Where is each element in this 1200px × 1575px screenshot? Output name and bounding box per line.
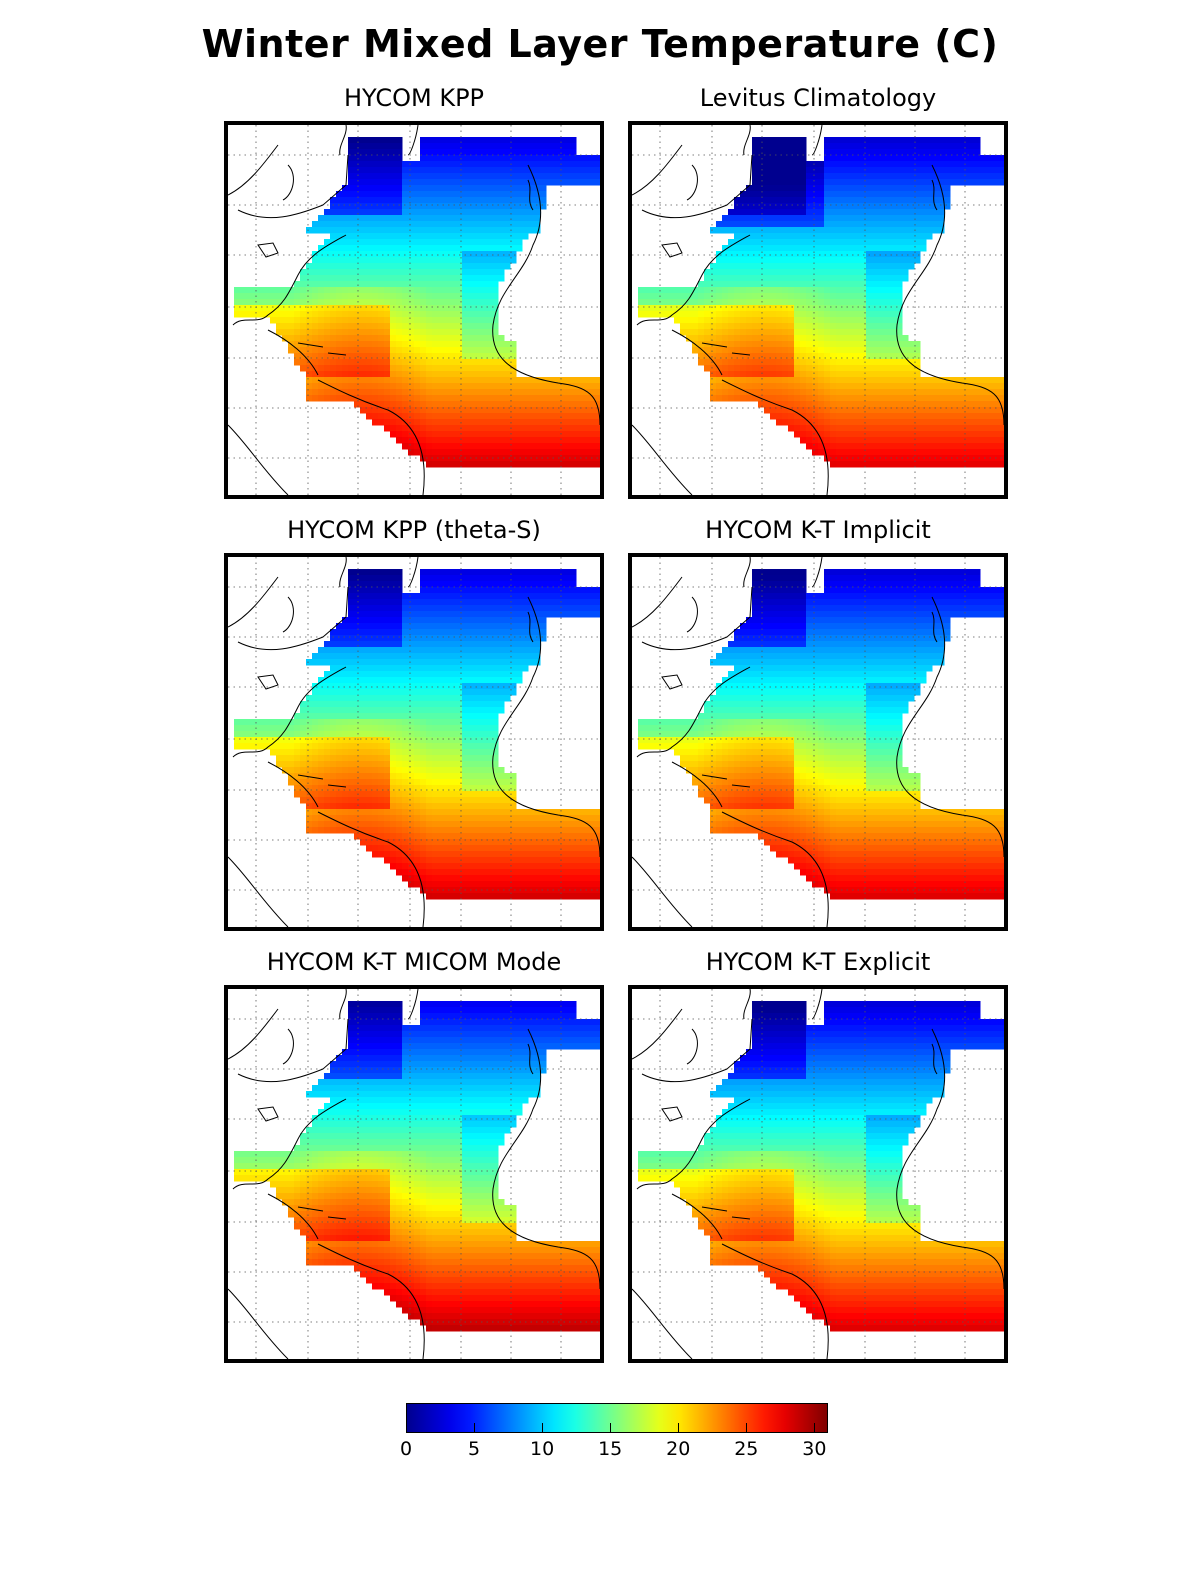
temperature-field — [638, 569, 1004, 900]
graticule — [632, 125, 1004, 495]
coastline — [228, 989, 600, 1359]
map-panel-hycom-kpp-theta-s — [224, 553, 604, 931]
colorbar-tick-label: 15 — [598, 1438, 623, 1460]
graticule — [228, 989, 600, 1359]
temperature-field — [234, 569, 600, 900]
temperature-field — [234, 137, 600, 468]
temperature-field — [234, 1001, 600, 1332]
map-panel-levitus — [628, 121, 1008, 499]
colorbar-tick — [814, 1423, 816, 1433]
colorbar-tick-label: 0 — [399, 1438, 413, 1460]
coastline — [632, 125, 1004, 495]
map-panel-kt-explicit — [628, 985, 1008, 1363]
colorbar-tick-label: 10 — [530, 1438, 555, 1460]
temperature-map — [228, 557, 600, 927]
colorbar-tick — [678, 1423, 680, 1433]
panel-title-hycom-kpp-theta-s: HYCOM KPP (theta-S) — [287, 516, 541, 544]
colorbar-tick — [746, 1423, 748, 1433]
temperature-field — [638, 1001, 1004, 1332]
map-panel-kt-implicit — [628, 553, 1008, 931]
temperature-map — [228, 125, 600, 495]
panel-title-kt-micom-mode: HYCOM K-T MICOM Mode — [266, 948, 562, 976]
temperature-map — [632, 989, 1004, 1359]
temperature-map — [228, 989, 600, 1359]
panel-title-hycom-kpp: HYCOM KPP — [343, 84, 485, 112]
graticule — [228, 557, 600, 927]
colorbar-tick-label: 25 — [734, 1438, 759, 1460]
panel-title-levitus: Levitus Climatology — [699, 84, 937, 112]
coastline — [632, 557, 1004, 927]
colorbar-tick — [542, 1423, 544, 1433]
coastline — [228, 125, 600, 495]
colorbar-tick-label: 20 — [666, 1438, 691, 1460]
map-panel-kt-micom-mode — [224, 985, 604, 1363]
graticule — [632, 989, 1004, 1359]
map-panel-hycom-kpp — [224, 121, 604, 499]
panel-title-kt-implicit: HYCOM K-T Implicit — [705, 516, 931, 544]
temperature-field — [638, 137, 1004, 468]
colorbar-tick — [474, 1423, 476, 1433]
colorbar-tick-label: 30 — [802, 1438, 827, 1460]
graticule — [228, 125, 600, 495]
colorbar-tick-label: 5 — [468, 1438, 481, 1460]
figure-title: Winter Mixed Layer Temperature (C) — [201, 22, 999, 66]
graticule — [632, 557, 1004, 927]
panel-title-kt-explicit: HYCOM K-T Explicit — [705, 948, 931, 976]
temperature-map — [632, 125, 1004, 495]
colorbar-tick — [610, 1423, 612, 1433]
colorbar — [406, 1403, 828, 1433]
coastline — [228, 557, 600, 927]
temperature-map — [632, 557, 1004, 927]
coastline — [632, 989, 1004, 1359]
colorbar-tick — [406, 1423, 407, 1433]
